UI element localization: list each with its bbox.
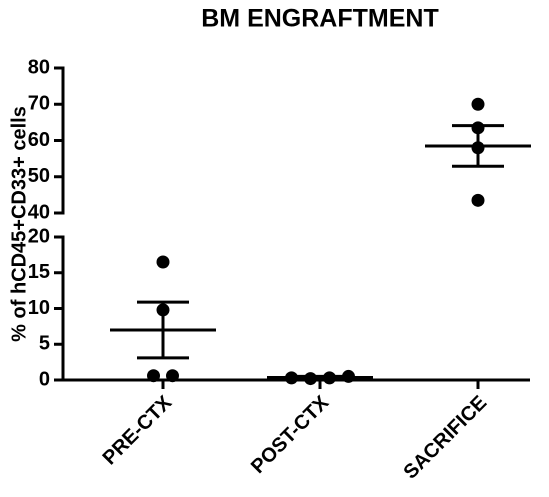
data-point [147, 369, 160, 383]
y-tick-label: 80 [28, 56, 50, 78]
error-bar [137, 300, 189, 360]
y-tick-label: 70 [28, 93, 50, 115]
error-bar [294, 374, 346, 381]
x-tick-label: PRE-CTX [99, 391, 177, 469]
error-bar [452, 124, 504, 168]
y-tick-label: 0 [39, 368, 50, 390]
y-tick-label: 60 [28, 129, 50, 151]
y-tick-label: 50 [28, 165, 50, 187]
data-point [471, 97, 485, 111]
y-tick-label: 15 [28, 261, 50, 283]
y-tick-label: 20 [28, 225, 50, 247]
y-axis-label: % of hCD45+CD33+ cells [8, 106, 30, 342]
data-point [156, 255, 170, 269]
data-point [471, 193, 485, 207]
chart-title: BM ENGRAFTMENT [201, 5, 438, 33]
x-tick-label: SACRIFICE [399, 392, 491, 484]
x-tick-label: POST-CTX [247, 391, 334, 478]
y-tick-label: 40 [28, 201, 50, 223]
y-tick-label: 10 [28, 297, 50, 319]
y-tick-label: 5 [39, 333, 50, 355]
data-point [166, 369, 179, 383]
